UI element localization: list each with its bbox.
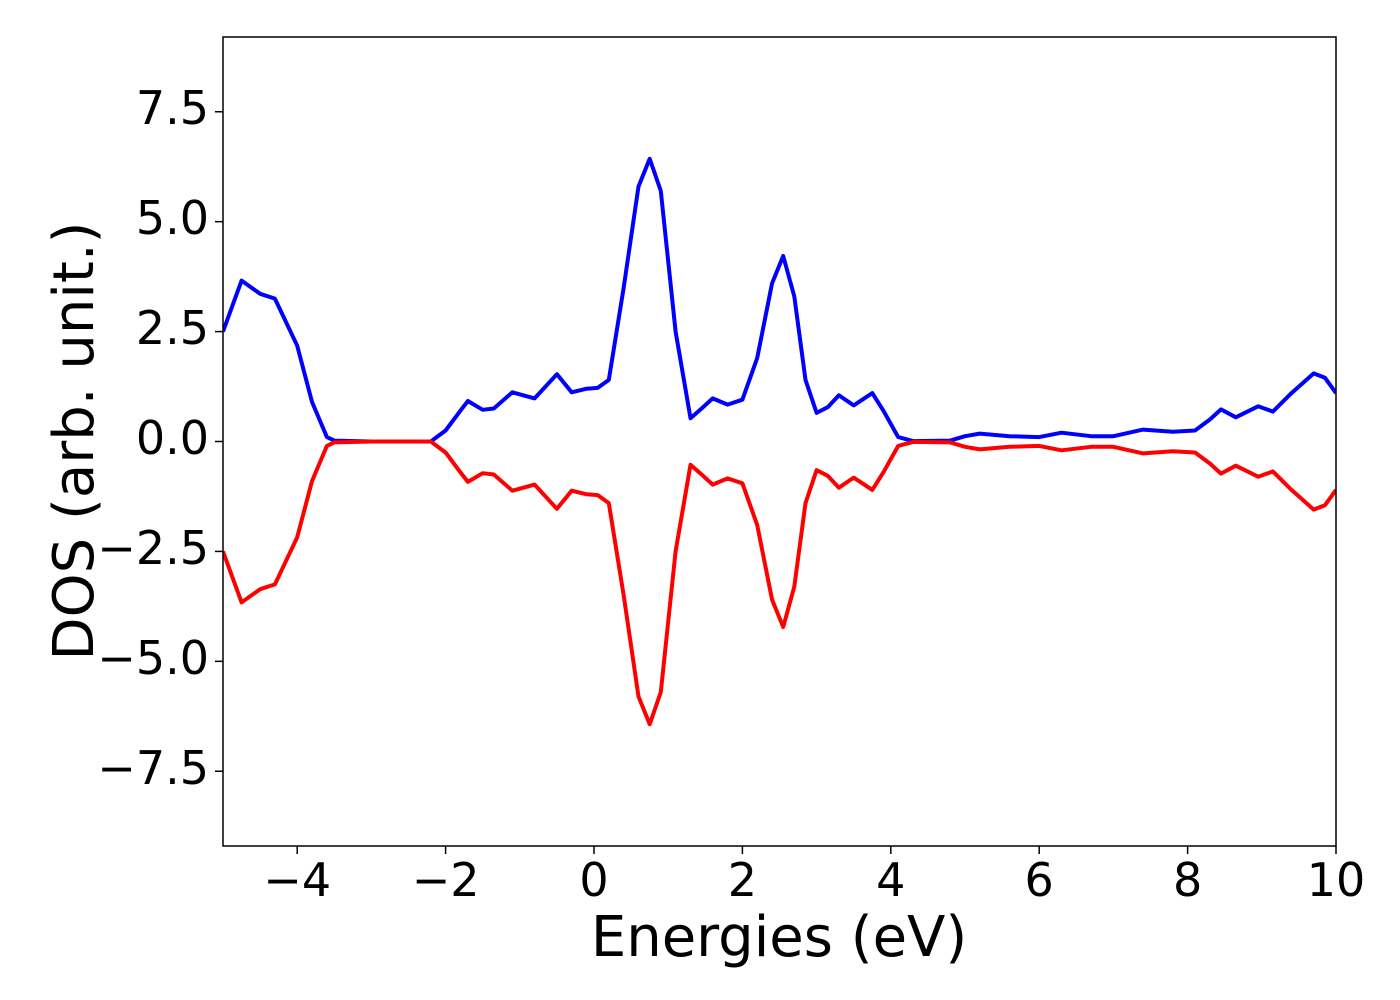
y-tick-label: −7.5 <box>97 741 209 795</box>
x-tick-label: 6 <box>1025 853 1054 907</box>
y-tick-label: 0.0 <box>136 411 209 465</box>
plot-frame <box>222 36 1337 847</box>
y-tick-label: 5.0 <box>136 191 209 245</box>
x-tick-label: 10 <box>1307 853 1366 907</box>
x-tick-label: 2 <box>728 853 757 907</box>
y-tick-label: 2.5 <box>136 301 209 355</box>
x-tick-label: −2 <box>412 853 480 907</box>
y-tick-label: −2.5 <box>97 521 209 575</box>
line <box>223 439 1336 727</box>
x-tick-label: 8 <box>1173 853 1202 907</box>
y-axis-label: DOS (arb. unit.) <box>42 221 107 660</box>
x-tick-label: 0 <box>579 853 608 907</box>
x-tick-label: 4 <box>876 853 905 907</box>
x-tick-label: −4 <box>263 853 331 907</box>
x-axis-label: Energies (eV) <box>591 905 967 970</box>
line <box>223 156 1336 444</box>
y-tick-label: −5.0 <box>97 631 209 685</box>
y-tick-label: 7.5 <box>136 81 209 135</box>
